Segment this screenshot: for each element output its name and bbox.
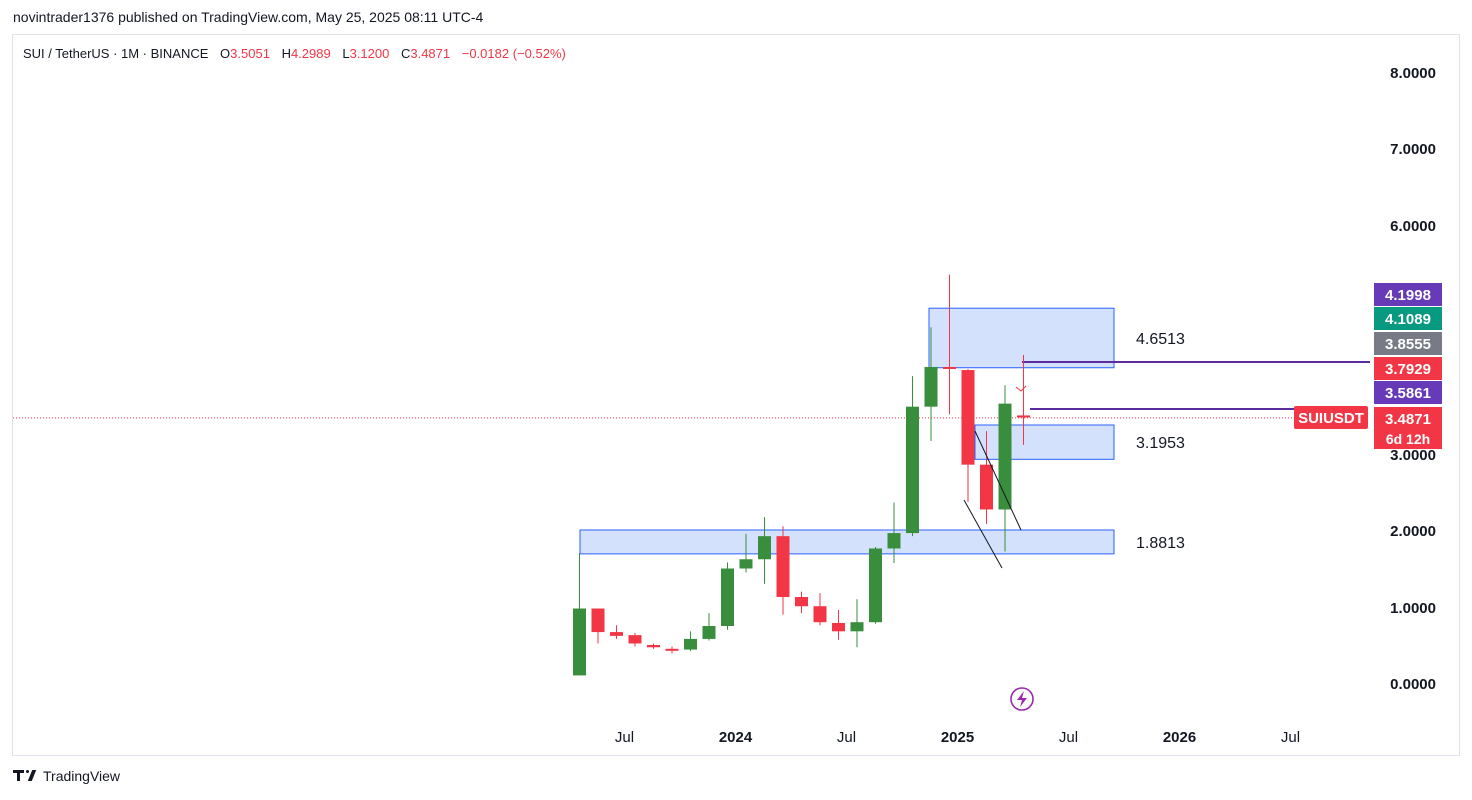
price-label-box <box>1374 283 1442 306</box>
candle-body[interactable] <box>924 366 938 407</box>
price-label-text: 3.5861 <box>1385 385 1431 402</box>
chart-frame <box>12 34 1460 756</box>
y-tick-label: 0.0000 <box>1390 676 1436 693</box>
candle-body[interactable] <box>610 632 623 636</box>
candle-body[interactable] <box>998 403 1012 510</box>
zone-label: 3.1953 <box>1136 435 1185 452</box>
price-label-box <box>1374 407 1442 430</box>
tradingview-logo-icon <box>13 769 39 783</box>
candle-body[interactable] <box>980 464 993 510</box>
candle-body[interactable] <box>869 548 882 623</box>
candle-body[interactable] <box>758 536 771 560</box>
candle-body[interactable] <box>906 406 919 534</box>
x-tick-label: Jul <box>615 729 634 746</box>
close-label: C <box>400 46 411 61</box>
publisher-line: novintrader1376 published on TradingView… <box>13 9 484 25</box>
candle-body[interactable] <box>739 559 753 569</box>
high-value: 4.2989 <box>290 46 331 61</box>
candle-body[interactable] <box>573 608 586 676</box>
candle-body[interactable] <box>684 638 697 650</box>
change-value: −0.0182 (−0.52%) <box>461 46 566 61</box>
candle-body[interactable] <box>850 622 864 632</box>
price-label-box <box>1374 307 1442 330</box>
low-value: 3.1200 <box>349 46 390 61</box>
support-zone[interactable] <box>974 424 1115 460</box>
trend-line[interactable] <box>974 430 1022 531</box>
price-label-box <box>1374 357 1442 380</box>
lightning-icon <box>1017 691 1027 707</box>
symbol-tag-text: SUIUSDT <box>1298 410 1364 427</box>
candle-body[interactable] <box>1017 415 1030 418</box>
candle-body[interactable] <box>665 648 679 651</box>
countdown-text: 6d 12h <box>1386 431 1430 447</box>
symbol-tag-box[interactable] <box>1294 406 1368 429</box>
support-zone[interactable] <box>579 529 1115 555</box>
tradingview-brand: TradingView <box>43 768 121 784</box>
candle-body[interactable] <box>961 370 975 465</box>
price-label-text: 4.1998 <box>1385 287 1431 304</box>
candle-body[interactable] <box>943 366 956 369</box>
candle-body[interactable] <box>776 536 790 597</box>
x-tick-label: 2025 <box>941 729 974 746</box>
symbol-legend[interactable]: SUI / TetherUS · 1M · BINANCE O3.5051 H4… <box>23 46 566 61</box>
support-zone[interactable] <box>928 307 1115 369</box>
x-tick-label: Jul <box>1059 729 1078 746</box>
candle-body[interactable] <box>887 533 901 549</box>
price-label-text: 3.7929 <box>1385 361 1431 378</box>
y-tick-label: 7.0000 <box>1390 141 1436 158</box>
candle-body[interactable] <box>832 622 845 632</box>
high-label: H <box>281 46 291 61</box>
y-tick-label: 1.0000 <box>1390 600 1436 617</box>
y-tick-label: 6.0000 <box>1390 218 1436 235</box>
trend-line[interactable] <box>963 499 1003 569</box>
y-tick-label: 3.0000 <box>1390 447 1436 464</box>
candle-body[interactable] <box>813 606 827 623</box>
zone-label: 1.8813 <box>1136 535 1185 552</box>
x-tick-label: Jul <box>1281 729 1300 746</box>
x-tick-label: 2026 <box>1163 729 1196 746</box>
symbol-name[interactable]: SUI / TetherUS · 1M · BINANCE <box>23 46 209 61</box>
x-tick-label: Jul <box>837 729 856 746</box>
y-tick-label: 8.0000 <box>1390 65 1436 82</box>
price-label-text: 3.4871 <box>1385 411 1431 428</box>
tradingview-footer[interactable]: TradingView <box>13 768 120 784</box>
close-value: 3.4871 <box>410 46 451 61</box>
candle-body[interactable] <box>795 596 808 607</box>
price-label-text: 3.8555 <box>1385 336 1431 353</box>
countdown-box <box>1374 429 1442 449</box>
price-label-box <box>1374 381 1442 404</box>
candle-body[interactable] <box>721 568 734 627</box>
candle-body[interactable] <box>628 635 642 644</box>
candle-body[interactable] <box>591 608 605 633</box>
open-value: 3.5051 <box>230 46 270 61</box>
price-label-box <box>1374 332 1442 355</box>
x-tick-label: 2024 <box>719 729 753 746</box>
low-label: L <box>342 46 350 61</box>
arrow-marker <box>1015 385 1027 392</box>
candle-body[interactable] <box>647 645 660 648</box>
candle-body[interactable] <box>702 626 716 639</box>
y-tick-label: 2.0000 <box>1390 523 1436 540</box>
price-label-text: 4.1089 <box>1385 311 1431 328</box>
zone-label: 4.6513 <box>1136 331 1185 348</box>
open-label: O <box>220 46 231 61</box>
